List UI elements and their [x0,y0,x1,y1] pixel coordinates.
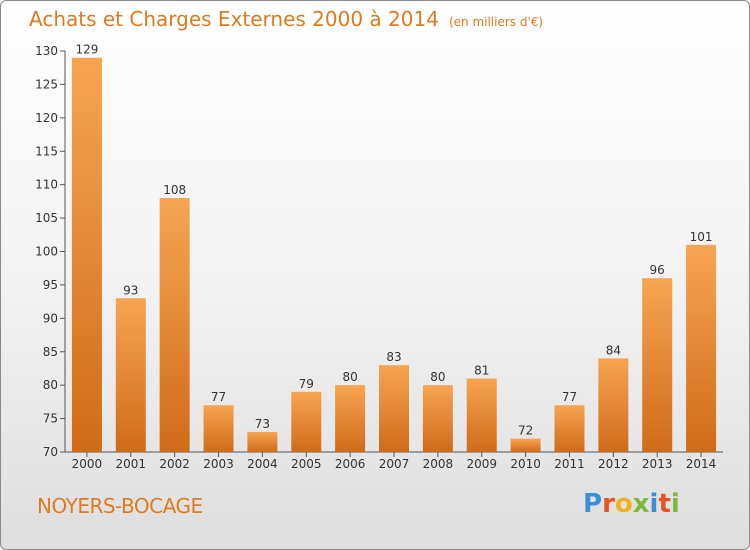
chart-title-block: Achats et Charges Externes 2000 à 2014 (e… [29,7,543,31]
bar [510,438,541,452]
logo-letter: r [602,489,615,519]
x-tick-label: 2010 [510,457,541,471]
logo-letter: x [632,489,650,519]
x-tick-label: 2000 [72,457,103,471]
data-label: 83 [386,350,401,364]
y-tick-label: 120 [35,111,58,125]
proxiti-logo: Proxiti [583,489,680,519]
data-label: 129 [75,43,98,57]
logo-letter: i [670,489,680,519]
logo-letter: t [658,489,671,519]
bar [159,198,190,452]
data-label: 77 [211,390,226,404]
data-label: 80 [342,370,357,384]
x-tick-label: 2008 [423,457,454,471]
bar [247,431,278,452]
y-tick-label: 105 [35,211,58,225]
data-label: 101 [690,230,713,244]
chart-axes: 70 75 80 85 90 95 100 105 110 115 120 125 130 2000 200… [35,44,723,471]
data-label: 84 [606,343,621,357]
y-tick-label: 100 [35,245,58,259]
bar [71,57,102,452]
y-tick-label: 90 [43,311,58,325]
x-tick-label: 2002 [159,457,190,471]
x-tick-label: 2012 [598,457,629,471]
logo-letter: P [583,489,603,519]
data-label: 72 [518,424,533,438]
data-label: 77 [562,390,577,404]
x-tick-label: 2006 [335,457,366,471]
bar [642,278,673,452]
bar [554,405,585,452]
logo-letter: i [649,489,659,519]
data-label: 80 [430,370,445,384]
y-tick-label: 80 [43,378,58,392]
x-tick-label: 2001 [116,457,147,471]
y-tick-label: 75 [43,412,58,426]
data-label: 93 [123,283,138,297]
data-label: 96 [650,263,665,277]
data-label: 79 [299,377,314,391]
bar [115,298,146,452]
bar [335,385,366,452]
y-tick-label: 130 [35,44,58,58]
bar [379,365,409,452]
bar [422,385,453,452]
x-tick-label: 2009 [466,457,497,471]
y-tick-label: 95 [43,278,58,292]
x-tick-label: 2007 [379,457,410,471]
commune-name: NOYERS-BOCAGE [37,494,203,518]
chart-bars: 129 93 108 77 73 79 80 83 80 81 72 77 84 96 101 [71,43,717,452]
chart-title: Achats et Charges Externes 2000 à 2014 [29,7,439,31]
bar [686,244,717,452]
data-label: 81 [474,363,489,377]
bar [291,391,322,452]
chart-subtitle: (en milliers d'€) [448,15,544,29]
bar [598,358,629,452]
y-tick-label: 110 [35,178,58,192]
y-tick-label: 70 [43,445,58,459]
bar [466,378,497,452]
bar [203,405,234,452]
x-tick-label: 2004 [247,457,278,471]
y-tick-label: 85 [43,345,58,359]
x-tick-label: 2003 [203,457,234,471]
y-tick-label: 125 [35,77,58,91]
data-label: 73 [255,417,270,431]
x-tick-label: 2011 [554,457,585,471]
y-tick-label: 115 [35,144,58,158]
x-tick-label: 2005 [291,457,322,471]
x-tick-label: 2014 [686,457,717,471]
data-label: 108 [163,183,186,197]
logo-letter: o [614,489,633,519]
x-tick-label: 2013 [642,457,673,471]
